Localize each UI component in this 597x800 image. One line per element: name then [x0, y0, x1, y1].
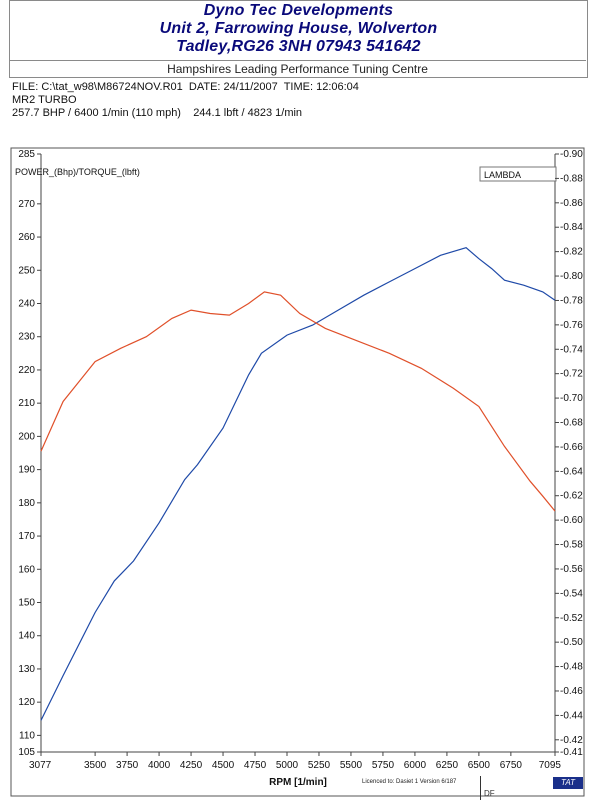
company-tagline: Hampshires Leading Performance Tuning Ce… — [9, 60, 586, 78]
company-name: Dyno Tec Developments — [203, 2, 394, 19]
x-tick-label: 5000 — [276, 760, 299, 771]
y-tick-label: 110 — [19, 730, 35, 741]
y2-tick-label: -0.54 — [560, 588, 583, 599]
y2-tick-label: -0.82 — [560, 247, 583, 258]
power-curve-line — [40, 247, 556, 721]
y2-axis-title: LAMBDA — [484, 170, 521, 180]
y2-tick-label: -0.74 — [560, 344, 583, 355]
x-tick-label: 6000 — [404, 760, 427, 771]
y-tick-label: 120 — [18, 697, 35, 708]
y-tick-label: 105 — [18, 747, 35, 758]
y2-tick-label: -0.50 — [560, 637, 583, 648]
x-tick-label: 6750 — [500, 760, 523, 771]
y2-tick-label: -0.78 — [560, 295, 583, 306]
y2-tick-label: -0.64 — [560, 466, 583, 477]
df-box: DF — [480, 776, 497, 800]
y-tick-label: 160 — [18, 564, 35, 575]
header-panel — [9, 0, 588, 78]
x-tick-label: 7095 — [539, 760, 562, 771]
y-tick-label: 250 — [18, 265, 35, 276]
y-tick-label: 210 — [18, 398, 35, 409]
y-tick-label: 240 — [18, 299, 35, 310]
x-axis-title: RPM [1/min] — [269, 777, 327, 788]
y-tick-label: 220 — [18, 365, 35, 376]
x-tick-label: 6500 — [468, 760, 491, 771]
y2-tick-label: -0.68 — [560, 417, 583, 428]
licence-text: Licenced to: Dasiet 1 Version 6/187 — [362, 779, 457, 785]
x-tick-label: 5250 — [308, 760, 331, 771]
y-tick-label: 260 — [18, 232, 35, 243]
file-info: FILE: C:\tat_w98\M86724NOV.R01 DATE: 24/… — [12, 81, 359, 93]
company-address: Unit 2, Farrowing House, Wolverton — [159, 20, 438, 37]
y-axis-title: POWER_(Bhp)/TORQUE_(lbft) — [15, 167, 140, 177]
torque-curve-line — [40, 291, 556, 512]
x-tick-label: 4000 — [148, 760, 171, 771]
y2-tick-label: -0.52 — [560, 613, 583, 624]
y-tick-label: 130 — [18, 664, 35, 675]
y-tick-label: 150 — [18, 598, 35, 609]
y2-tick-label: -0.56 — [560, 564, 583, 575]
y2-tick-label: -0.46 — [560, 686, 583, 697]
x-tick-label: 4500 — [212, 760, 235, 771]
y2-tick-label: -0.90 — [560, 149, 583, 160]
y2-tick-label: -0.88 — [560, 173, 583, 184]
lambda-label-box — [479, 166, 557, 182]
y-tick-label: 200 — [18, 431, 35, 442]
x-tick-label: 3077 — [29, 760, 52, 771]
x-tick-label: 4750 — [244, 760, 267, 771]
company-city-phone: Tadley,RG26 3NH 07943 541642 — [176, 38, 421, 55]
y2-tick-label: -0.66 — [560, 442, 583, 453]
y2-tick-label: -0.80 — [560, 271, 583, 282]
y2-tick-label: -0.58 — [560, 540, 583, 551]
y-tick-label: 190 — [18, 465, 35, 476]
y-tick-label: 285 — [18, 149, 35, 160]
y2-tick-label: -0.48 — [560, 662, 583, 673]
x-tick-label: 4250 — [180, 760, 203, 771]
y2-tick-label: -0.76 — [560, 320, 583, 331]
y-tick-label: 170 — [18, 531, 35, 542]
y2-tick-label: -0.62 — [560, 491, 583, 502]
x-tick-label: 3750 — [116, 760, 139, 771]
y-tick-label: 180 — [18, 498, 35, 509]
y2-tick-label: -0.72 — [560, 369, 583, 380]
x-tick-label: 5750 — [372, 760, 395, 771]
y2-tick-label: -0.42 — [560, 735, 583, 746]
tat-logo: TAT — [553, 777, 583, 789]
df-label: DF — [484, 789, 495, 798]
y2-tick-label: -0.60 — [560, 515, 583, 526]
y2-tick-label: -0.41 — [560, 747, 583, 758]
x-tick-label: 6250 — [436, 760, 459, 771]
chart-frame — [10, 147, 585, 797]
y2-tick-label: -0.44 — [560, 710, 583, 721]
y-tick-label: 140 — [18, 631, 35, 642]
y-tick-label: 270 — [18, 199, 35, 210]
x-tick-label: 5500 — [340, 760, 363, 771]
y2-tick-label: -0.70 — [560, 393, 583, 404]
x-tick-label: 3500 — [84, 760, 107, 771]
y-tick-label: 230 — [18, 332, 35, 343]
y2-tick-label: -0.86 — [560, 198, 583, 209]
peak-summary: 257.7 BHP / 6400 1/min (110 mph) 244.1 l… — [12, 107, 303, 119]
vehicle-name: MR2 TURBO — [12, 94, 77, 106]
y2-tick-label: -0.84 — [560, 222, 583, 233]
